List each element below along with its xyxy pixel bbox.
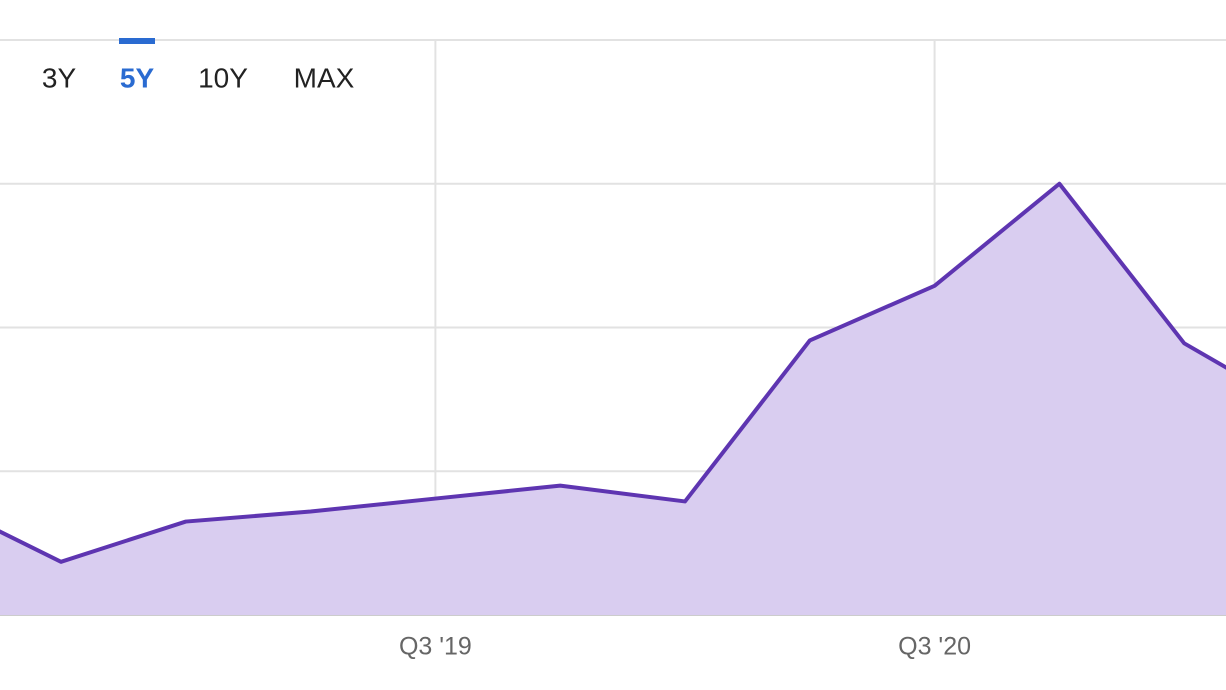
- area-line: [0, 181, 1226, 564]
- x-tick-label: Q3 '20: [898, 633, 971, 661]
- range-button[interactable]: 10Y: [198, 62, 248, 93]
- area-fill: [0, 183, 1226, 615]
- x-axis: Q3 '19 Q3 '20: [399, 633, 971, 661]
- selected-indicator: [119, 38, 155, 44]
- range-button[interactable]: 3Y: [42, 62, 77, 93]
- plot-area: [0, 181, 1226, 615]
- range-buttons: 3Y 5Y 10Y MAX: [42, 38, 355, 93]
- range-button[interactable]: 5Y: [120, 62, 155, 93]
- range-button[interactable]: MAX: [294, 62, 355, 93]
- x-tick-label: Q3 '19: [399, 633, 472, 661]
